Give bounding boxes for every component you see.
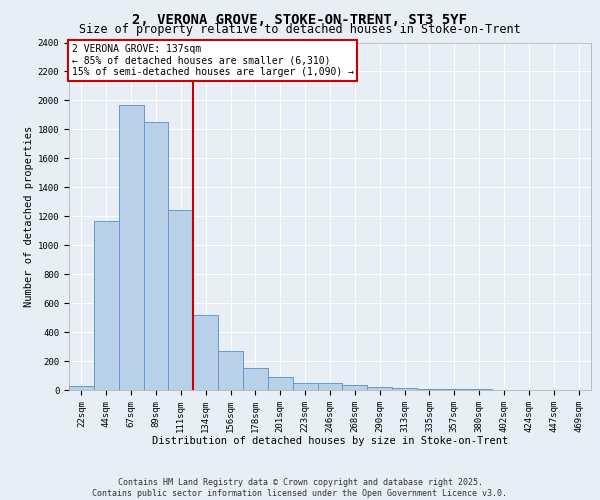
Bar <box>69 386 94 390</box>
Bar <box>367 387 392 390</box>
X-axis label: Distribution of detached houses by size in Stoke-on-Trent: Distribution of detached houses by size … <box>152 436 508 446</box>
Text: Size of property relative to detached houses in Stoke-on-Trent: Size of property relative to detached ho… <box>79 22 521 36</box>
Y-axis label: Number of detached properties: Number of detached properties <box>23 126 34 307</box>
Text: 2, VERONA GROVE, STOKE-ON-TRENT, ST3 5YF: 2, VERONA GROVE, STOKE-ON-TRENT, ST3 5YF <box>133 12 467 26</box>
Bar <box>243 368 268 390</box>
Text: 2 VERONA GROVE: 137sqm
← 85% of detached houses are smaller (6,310)
15% of semi-: 2 VERONA GROVE: 137sqm ← 85% of detached… <box>71 44 353 78</box>
Bar <box>293 383 317 390</box>
Bar <box>343 385 367 390</box>
Text: Contains HM Land Registry data © Crown copyright and database right 2025.
Contai: Contains HM Land Registry data © Crown c… <box>92 478 508 498</box>
Bar <box>94 220 119 390</box>
Bar <box>442 389 467 390</box>
Bar <box>169 210 193 390</box>
Bar <box>392 388 417 390</box>
Bar <box>317 384 343 390</box>
Bar <box>218 351 243 390</box>
Bar <box>193 314 218 390</box>
Bar <box>417 388 442 390</box>
Bar <box>119 105 143 390</box>
Bar <box>143 122 169 390</box>
Bar <box>268 377 293 390</box>
